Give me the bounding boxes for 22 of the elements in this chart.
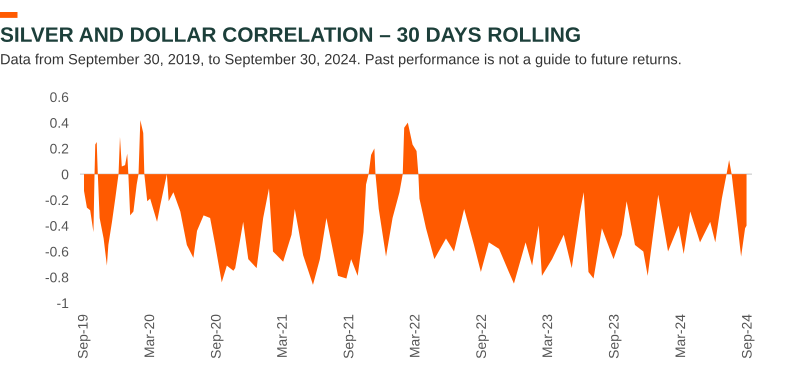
x-tick-label: Mar-20: [144, 314, 154, 357]
y-tick-label: -0.6: [46, 246, 68, 257]
y-tick-label: 0.2: [50, 144, 68, 154]
y-tick-label: -0.4: [46, 221, 68, 231]
x-tick-label: Sep-20: [210, 314, 224, 358]
x-tick-label: Mar-24: [675, 314, 686, 357]
x-tick-label: Mar-23: [542, 314, 552, 357]
x-tick-label: Sep-19: [78, 314, 90, 358]
y-tick-label: 0.6: [50, 92, 68, 102]
text: Data from September 30, 2019, to September 30, 2024. Past performance is not a guide to future returns.: [1, 54, 680, 68]
x-tick-label: Mar-22: [410, 314, 420, 357]
y-tick-label: 0: [62, 170, 68, 180]
y-tick-label: 0.4: [50, 118, 68, 128]
chart-title: SILVER AND DOLLAR CORRELATION – 30 DAYS ROLLING: [0, 27, 580, 42]
x-tick-label: Sep-21: [344, 314, 356, 358]
y-tick-label: -0.2: [46, 195, 68, 206]
x-tick-label: Sep-23: [608, 314, 622, 358]
x-tick-label: Mar-21: [277, 314, 287, 357]
x-tick-label: Sep-22: [476, 314, 489, 358]
y-tick-label: -0.8: [46, 272, 68, 282]
x-tick-label: Sep-24: [742, 314, 754, 358]
y-tick-label: -1: [57, 298, 68, 308]
